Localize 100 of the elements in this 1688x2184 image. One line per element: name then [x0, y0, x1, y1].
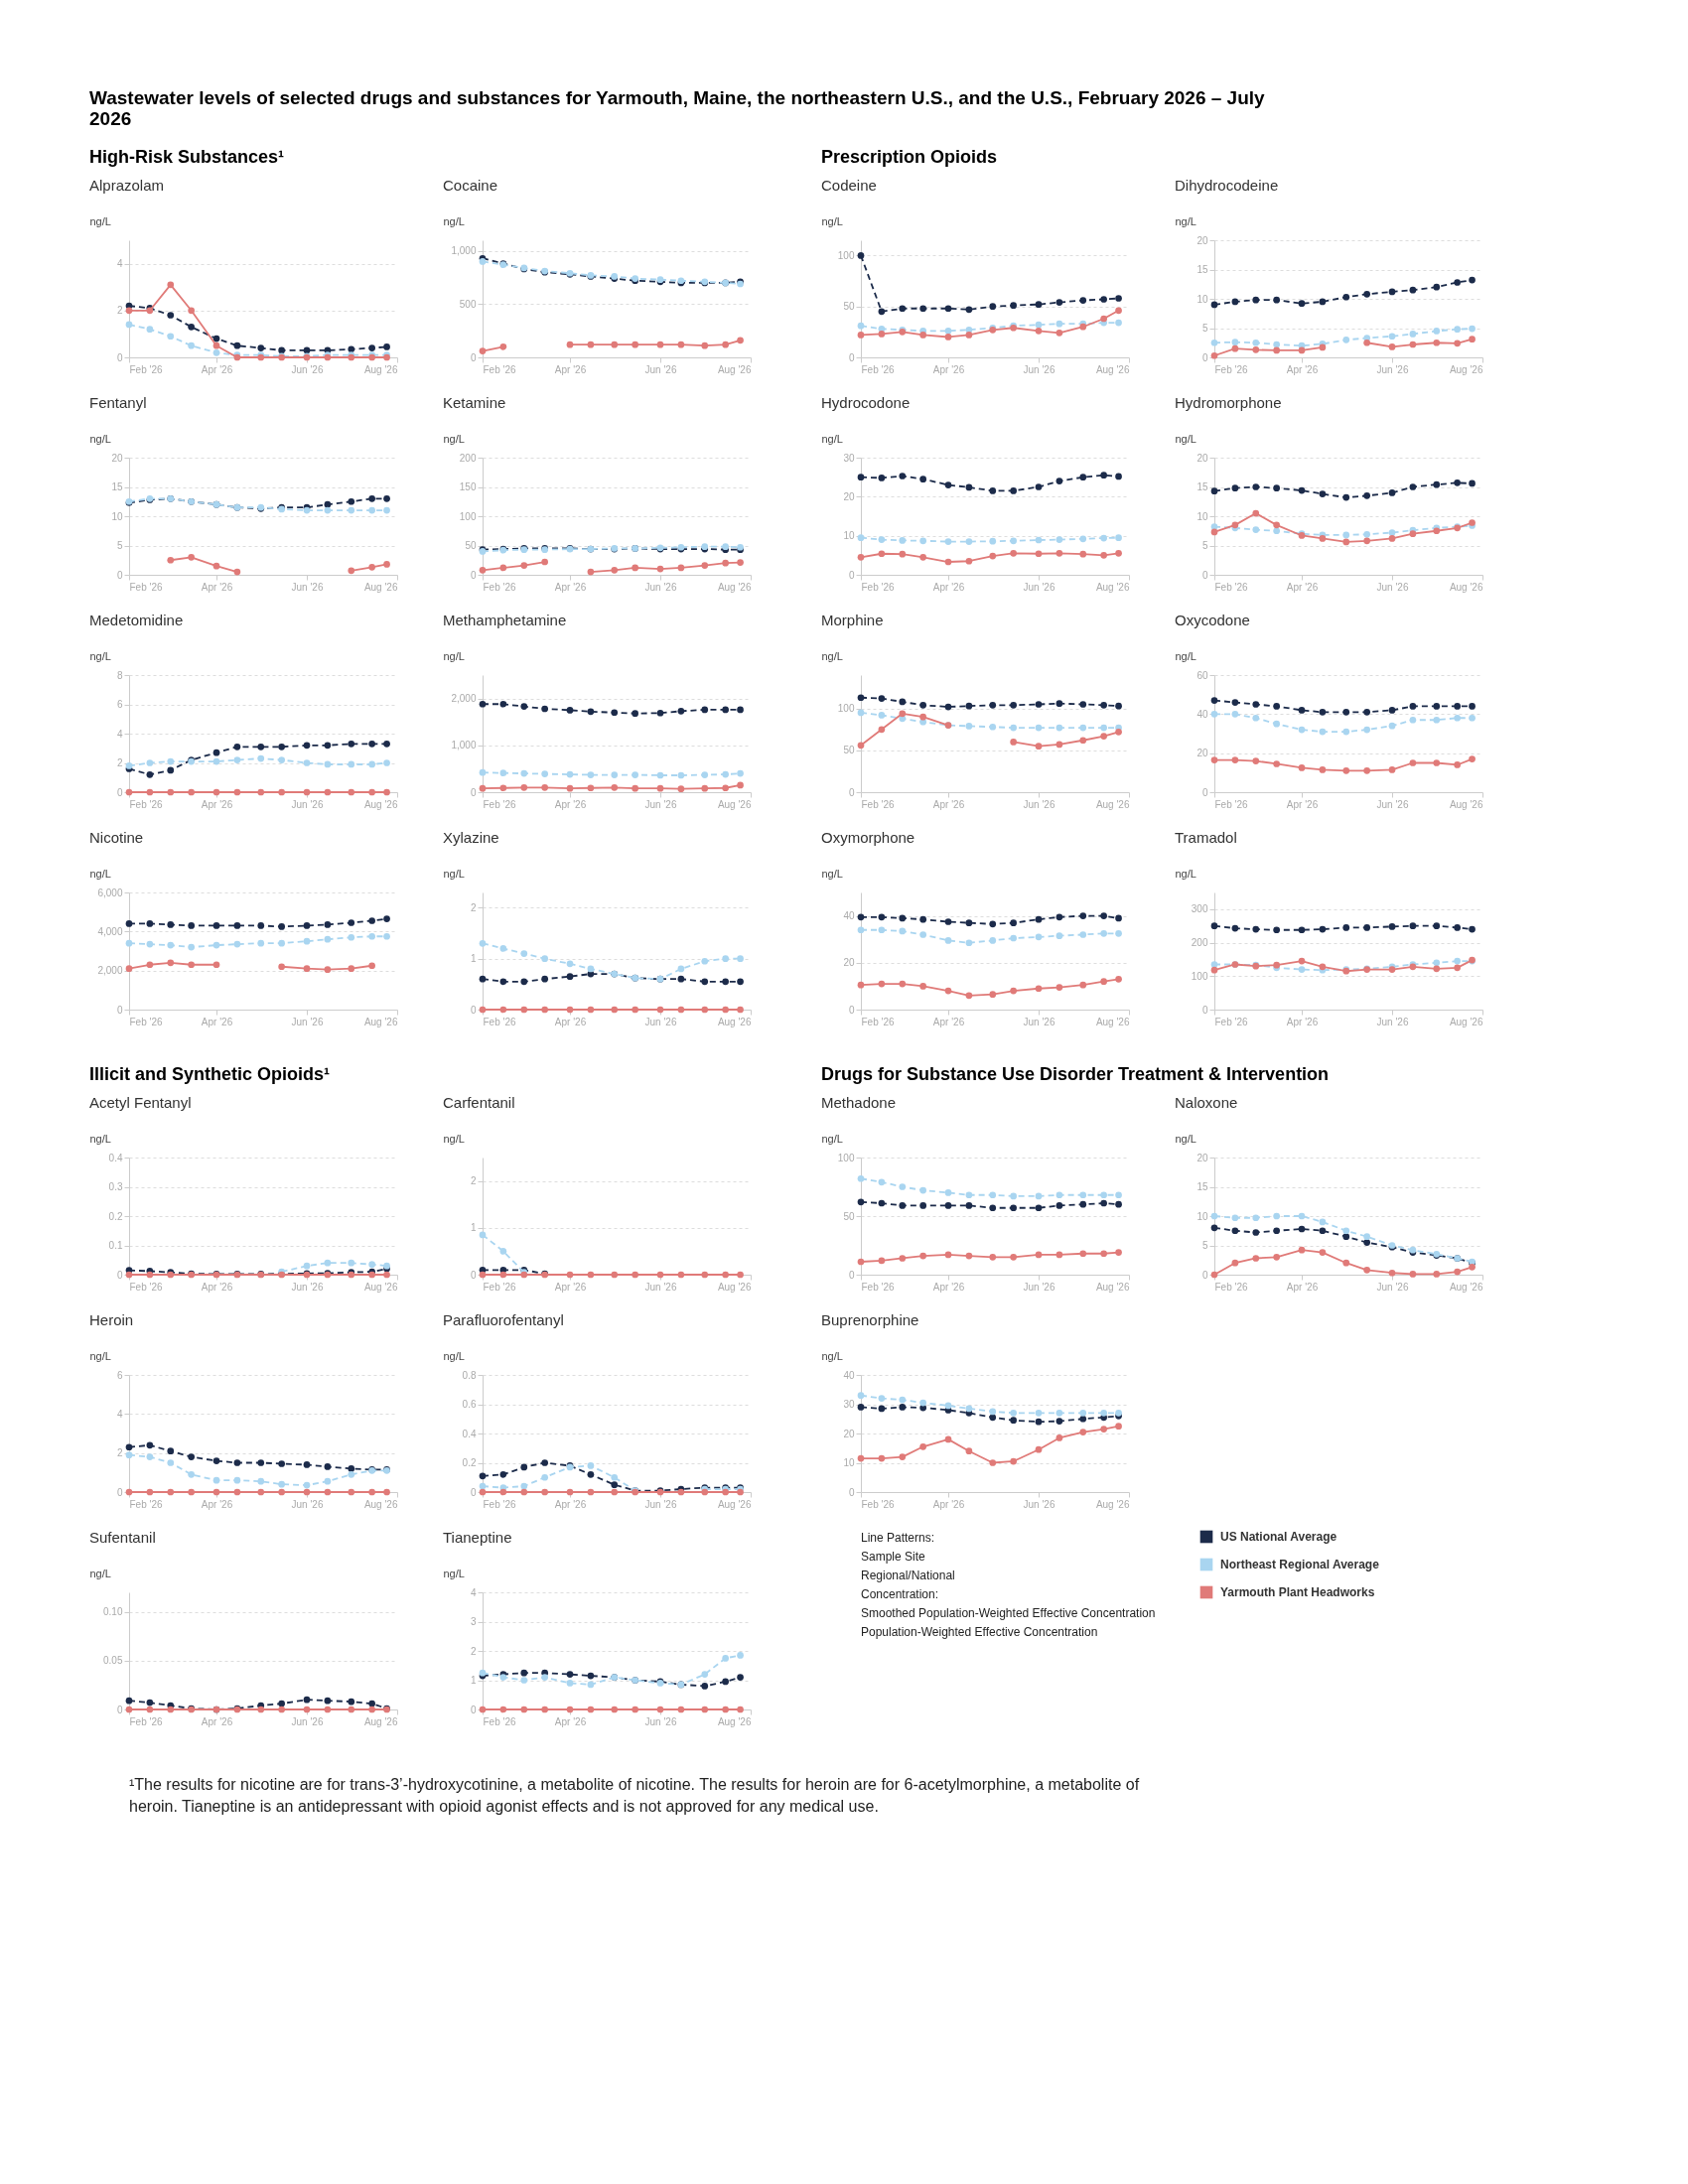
x-tick-label: Apr '26: [932, 798, 965, 810]
y-tick-label: 2: [116, 305, 123, 317]
x-tick-label: Apr '26: [1286, 1016, 1319, 1027]
x-tick-label: Feb '26: [129, 798, 163, 810]
x-tick-label: Jun '26: [1023, 363, 1055, 375]
x-tick-label: Aug '26: [717, 798, 752, 810]
x-tick-label: Apr '26: [932, 1281, 965, 1293]
y-tick-label: 0: [470, 1004, 477, 1016]
x-tick-label: Apr '26: [201, 363, 233, 375]
x-tick-label: Aug '26: [1449, 363, 1483, 375]
y-tick-label: 0.6: [462, 1399, 477, 1410]
y-tick-label: 100: [837, 703, 855, 715]
y-tick-label: 6,000: [97, 887, 123, 898]
y-tick-label: 0: [848, 569, 855, 581]
x-tick-label: Feb '26: [483, 363, 516, 375]
x-tick-label: Jun '26: [644, 1281, 677, 1293]
x-tick-label: Apr '26: [932, 581, 965, 593]
y-axis-title: ng/L: [821, 1132, 843, 1145]
x-tick-label: Aug '26: [363, 1715, 398, 1727]
x-tick-label: Feb '26: [861, 1498, 895, 1510]
y-axis-title: ng/L: [443, 1132, 465, 1145]
chart-title: Hydromorphone: [1175, 394, 1282, 411]
chart-title: Ketamine: [443, 394, 506, 411]
chart-subtitle: Prescription Opioids: [821, 147, 998, 167]
y-axis-title: ng/L: [1175, 214, 1196, 227]
y-axis-title: ng/L: [89, 1132, 111, 1145]
chart-title: Hydrocodone: [821, 394, 911, 411]
x-tick-label: Jun '26: [1023, 1498, 1055, 1510]
y-tick-label: 30: [843, 452, 855, 464]
y-tick-label: 3: [470, 1616, 477, 1627]
y-tick-label: 0.4: [462, 1428, 477, 1439]
y-tick-label: 10: [1196, 1210, 1208, 1222]
x-tick-label: Feb '26: [483, 798, 516, 810]
chart-title: Buprenorphine: [821, 1311, 919, 1328]
chart-title: Oxymorphone: [821, 829, 915, 846]
y-tick-label: 10: [1196, 293, 1208, 305]
x-tick-label: Feb '26: [861, 798, 895, 810]
legend-label: Northeast Regional Average: [1220, 1558, 1380, 1571]
chart-title: Codeine: [821, 177, 877, 194]
legend-label: Yarmouth Plant Headworks: [1220, 1585, 1375, 1599]
y-tick-label: 50: [843, 301, 855, 313]
y-tick-label: 10: [1196, 510, 1208, 522]
y-tick-label: 40: [843, 1369, 855, 1381]
y-tick-label: 200: [459, 452, 477, 464]
y-axis-title: ng/L: [443, 1349, 465, 1362]
x-tick-label: Aug '26: [363, 1016, 398, 1027]
x-tick-label: Aug '26: [1449, 1281, 1483, 1293]
y-tick-label: 0: [1201, 569, 1208, 581]
y-tick-label: 5: [1201, 540, 1208, 551]
y-axis-title: ng/L: [89, 1567, 111, 1579]
x-tick-label: Apr '26: [201, 798, 233, 810]
text: Regional/National: [861, 1568, 955, 1582]
x-tick-label: Aug '26: [363, 1281, 398, 1293]
x-tick-label: Feb '26: [129, 581, 163, 593]
x-tick-label: Feb '26: [483, 1281, 516, 1293]
y-tick-label: 20: [843, 490, 855, 502]
x-tick-label: Jun '26: [1376, 798, 1409, 810]
chart-title: Cocaine: [443, 177, 498, 194]
y-tick-label: 0: [116, 1269, 123, 1281]
x-tick-label: Feb '26: [483, 581, 516, 593]
y-tick-label: 2: [470, 901, 477, 913]
y-axis-title: ng/L: [89, 1349, 111, 1362]
chart-title: Alprazolam: [89, 177, 165, 194]
y-tick-label: 300: [1191, 903, 1208, 915]
x-tick-label: Apr '26: [932, 1016, 965, 1027]
y-tick-label: 5: [1201, 323, 1208, 334]
x-tick-label: Feb '26: [129, 1498, 163, 1510]
y-tick-label: 0.8: [462, 1369, 477, 1381]
text: Concentration:: [861, 1586, 939, 1601]
y-tick-label: 15: [1196, 481, 1208, 492]
x-tick-label: Jun '26: [291, 363, 324, 375]
x-tick-label: Aug '26: [717, 363, 752, 375]
y-tick-label: 5: [116, 540, 123, 551]
text: Wastewater levels of selected drugs and substances for Yarmouth, Maine, the northeastern U.S., and the U.S., February 2026 – July 2026: [89, 87, 1266, 129]
y-tick-label: 100: [459, 510, 477, 522]
x-tick-label: Apr '26: [554, 581, 587, 593]
chart-title: Dihydrocodeine: [1175, 177, 1279, 194]
y-tick-label: 20: [1196, 1152, 1208, 1163]
x-tick-label: Feb '26: [1214, 1016, 1248, 1027]
x-tick-label: Apr '26: [201, 581, 233, 593]
y-tick-label: 0.4: [108, 1152, 123, 1163]
y-tick-label: 0: [116, 569, 123, 581]
x-tick-label: Apr '26: [201, 1498, 233, 1510]
x-tick-label: Apr '26: [554, 1016, 587, 1027]
y-axis-title: ng/L: [1175, 432, 1196, 445]
chart-title: Tramadol: [1175, 829, 1237, 846]
x-tick-label: Jun '26: [1376, 1016, 1409, 1027]
y-tick-label: 2,000: [97, 965, 123, 977]
y-axis-title: ng/L: [821, 214, 843, 227]
y-tick-label: 1: [470, 953, 477, 965]
y-tick-label: 500: [459, 298, 477, 310]
x-tick-label: Apr '26: [932, 1498, 965, 1510]
x-tick-label: Apr '26: [554, 1715, 587, 1727]
chart-title: Methamphetamine: [443, 612, 567, 628]
x-tick-label: Jun '26: [1023, 1016, 1055, 1027]
x-tick-label: Apr '26: [554, 798, 587, 810]
x-tick-label: Apr '26: [1286, 1281, 1319, 1293]
y-tick-label: 30: [843, 1399, 855, 1410]
x-tick-label: Feb '26: [483, 1715, 516, 1727]
text: Population-Weighted Effective Concentration: [861, 1624, 1098, 1639]
